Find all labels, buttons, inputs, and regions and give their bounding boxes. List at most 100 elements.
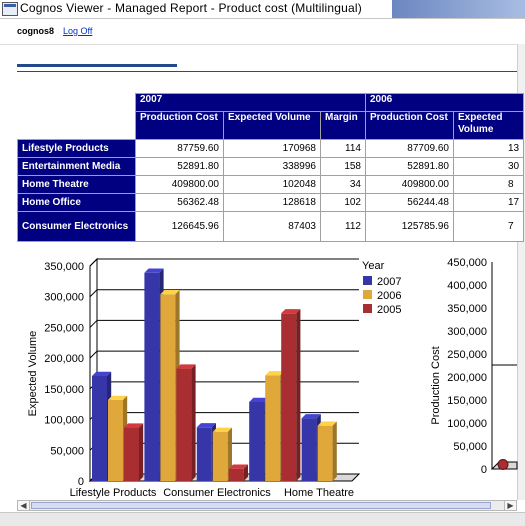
cell-value: 114 [320,139,366,158]
charts-area: 0 50,000 100,000 150,000 200,000 250,000 300,0… [27,257,518,499]
cell-value: 87709.60 [365,139,454,158]
scatter-y-axis-title: Production Cost [430,346,442,424]
scatter-y-tick-label: 450,000 [447,257,487,269]
report-header-line [17,71,522,72]
y-tick-label: 250,000 [44,322,84,334]
bar [160,294,176,481]
legend-swatch [363,276,372,285]
cell-value: 52891.80 [365,157,454,176]
cell-value: 338996 [223,157,321,176]
gridline [89,258,98,267]
scatter-y-tick-label: 250,000 [447,349,487,361]
legend-swatch [363,304,372,313]
y-tick-label: 50,000 [50,445,84,457]
crosstab-corner [17,93,136,112]
bar [281,313,297,481]
bar-top [196,423,216,428]
bar-top [317,421,337,426]
cell-value: 102048 [223,175,321,194]
scatter-y-tick-label: 400,000 [447,280,487,292]
scatter-y-tick-label: 100,000 [447,418,487,430]
bar [249,401,265,481]
bar [108,399,123,481]
bar [124,427,139,481]
crosstab: 2007 2006 Production Cost Expected Volum… [17,93,525,242]
titlebar-gradient [392,0,525,18]
bar-top [176,364,196,369]
bar-top [301,414,321,419]
cell-value: 128618 [223,193,321,212]
bar [317,425,333,481]
y-tick-label: 150,000 [44,384,84,396]
cell-value: 112 [320,211,366,242]
row-header: Consumer Electronics [17,211,136,242]
y-tick-label: 350,000 [44,261,84,273]
row-header: Entertainment Media [17,157,136,176]
user-name: cognos8 [17,26,55,36]
scatter-y-tick-label: 300,000 [447,326,487,338]
crosstab-corner [17,111,136,140]
x-tick-label: Lifestyle Products [70,487,157,499]
bar-side [332,421,337,481]
bar [92,375,107,481]
bar [265,375,281,481]
y-tick-label: 200,000 [44,353,84,365]
bar-top [228,464,248,469]
bar-top [281,309,301,314]
vertical-scrollbar[interactable] [517,44,525,500]
status-bar [0,512,525,526]
bar-top [108,395,128,400]
cell-value: 30 [452,157,525,176]
window-title: Cognos Viewer - Managed Report - Product… [20,1,362,15]
report-header-bar [17,64,177,67]
scroll-left-icon[interactable]: ◀ [18,501,30,510]
year-header: 2007 [135,93,366,112]
bar-top [124,423,144,428]
window-titlebar: Cognos Viewer - Managed Report - Product… [0,0,525,19]
y-tick-label: 300,000 [44,292,84,304]
scroll-right-icon[interactable]: ▶ [504,501,516,510]
scroll-thumb[interactable] [31,502,491,509]
measure-header: Production Cost [135,111,224,140]
bar-top [160,290,180,295]
cell-value: 52891.80 [135,157,224,176]
measure-header: Production Cost [365,111,454,140]
bar [196,427,212,481]
toolbar-separator [0,44,525,45]
scatter-y-tick-label: 0 [481,464,487,476]
bar [176,368,192,481]
legend-label: 2006 [377,290,401,302]
legend-title: Year [362,260,385,272]
x-tick-label: Consumer Electronics [163,487,271,499]
bar-side [139,423,144,481]
bar-top [265,371,285,376]
x-tick-label: Home Theatre [284,487,354,499]
cell-value: 17 [452,193,525,212]
bar-side [296,309,301,481]
legend-label: 2007 [377,276,401,288]
bar-side [191,364,196,481]
gridline [89,350,98,359]
cell-value: 56244.48 [365,193,454,212]
bar [301,418,317,481]
y-tick-label: 100,000 [44,415,84,427]
bar-top [212,427,232,432]
y-tick-label: 0 [78,476,84,488]
cell-value: 126645.96 [135,211,224,242]
scatter-y-tick-label: 150,000 [447,395,487,407]
row-header: Lifestyle Products [17,139,136,158]
gridline [89,320,98,328]
app-window-icon [2,2,18,16]
horizontal-scrollbar[interactable]: ◀ ▶ [17,500,517,511]
logoff-link[interactable]: Log Off [63,26,93,36]
scatter-y-tick-label: 50,000 [453,441,487,453]
bar [144,272,160,481]
cell-value: 8 [452,175,525,194]
cell-value: 125785.96 [365,211,454,242]
scatter-y-tick-label: 200,000 [447,372,487,384]
legend-swatch [363,290,372,299]
legend-label: 2005 [377,304,401,316]
row-header: Home Office [17,193,136,212]
user-bar: cognos8 Log Off [0,19,525,41]
y-axis-title: Expected Volume [27,331,39,417]
